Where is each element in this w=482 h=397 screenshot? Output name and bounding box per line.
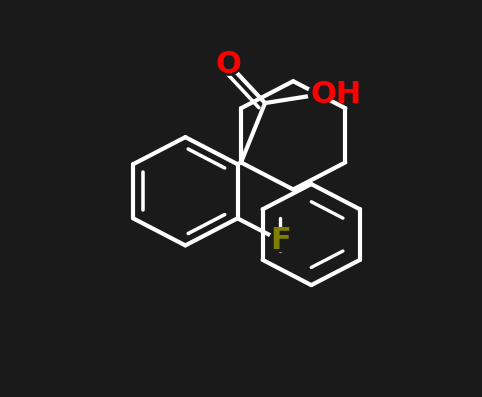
Circle shape (308, 83, 333, 105)
Circle shape (269, 230, 293, 252)
Text: OH: OH (311, 80, 362, 109)
Text: O: O (216, 50, 242, 79)
Circle shape (217, 54, 241, 75)
Text: F: F (270, 226, 292, 255)
